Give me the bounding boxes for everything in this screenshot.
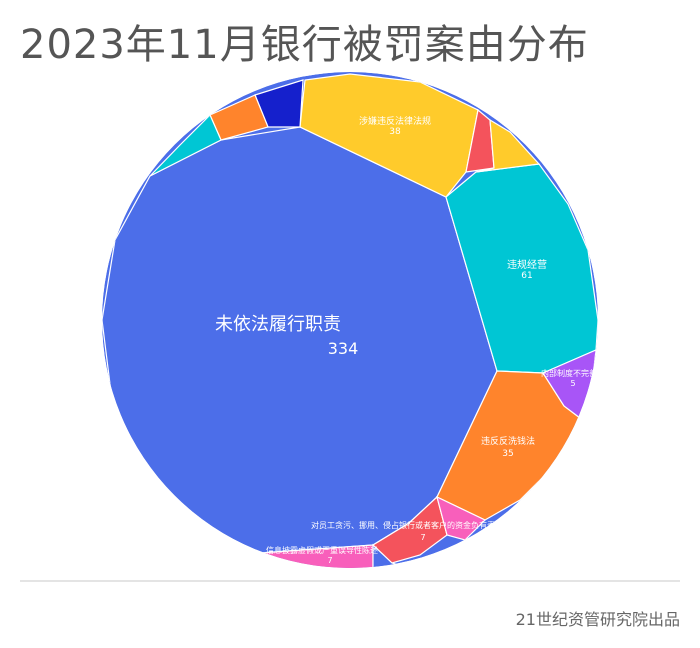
- cell-label-name: 未依法履行职责: [215, 314, 341, 335]
- cell-label-name: 违反反洗钱法: [481, 435, 535, 447]
- chart-title: 2023年11月银行被罚案由分布: [20, 22, 589, 68]
- source-credit: 21世纪资管研究院出品: [515, 610, 680, 629]
- cell-label-value: 7: [420, 533, 425, 542]
- cell-label-name: 涉嫌违反法律法规: [359, 115, 431, 127]
- cell-label-value: 334: [328, 339, 359, 358]
- cell-label-value: 35: [502, 449, 513, 459]
- cells-group: [102, 72, 598, 570]
- cell-label-name: 对员工贪污、挪用、侵占银行或者客户的资金负有责任: [311, 520, 503, 530]
- cell-unlabeled-13[interactable]: [372, 543, 410, 570]
- cell-label-name: 信息披露虚假或严重误导性陈述: [266, 545, 378, 555]
- cell-label-value: 61: [521, 271, 532, 281]
- cell-label-value: 38: [389, 127, 401, 137]
- cell-2[interactable]: [299, 73, 479, 198]
- cell-label-name: 违规经营: [507, 258, 547, 271]
- cell-label-value: 7: [327, 556, 332, 565]
- cell-label-value: 5: [570, 379, 575, 388]
- cell-unlabeled-11[interactable]: [475, 118, 541, 173]
- cell-label-name: 内部制度不完善: [541, 368, 597, 378]
- divider: [20, 580, 680, 582]
